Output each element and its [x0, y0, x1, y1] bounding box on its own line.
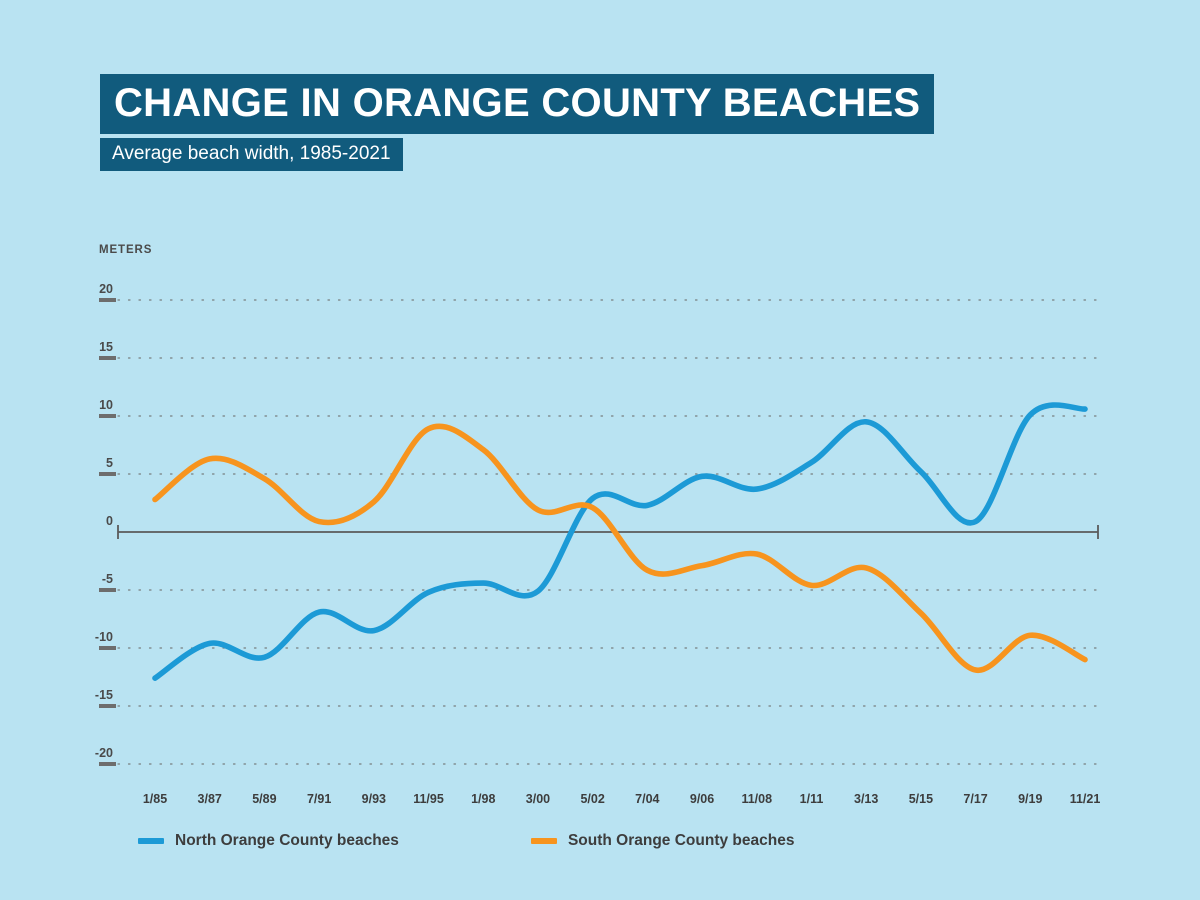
- legend-swatch-south: [530, 838, 557, 844]
- x-tick-label: 11/95: [413, 792, 444, 806]
- x-tick-label: 7/17: [963, 792, 987, 806]
- x-tick-label: 9/93: [362, 792, 386, 806]
- y-tick-label: 15: [99, 340, 113, 354]
- x-tick-label: 1/11: [800, 792, 824, 806]
- y-tick-label: -15: [95, 688, 113, 702]
- x-tick-label: 7/04: [635, 792, 659, 806]
- legend-item-north[interactable]: North Orange County beaches: [138, 832, 399, 850]
- x-tick-label: 5/02: [580, 792, 604, 806]
- x-tick-label: 3/00: [526, 792, 550, 806]
- y-tick-label: 5: [106, 456, 113, 470]
- x-tick-label: 5/15: [909, 792, 933, 806]
- x-tick-label: 9/06: [690, 792, 714, 806]
- y-tick-label: 0: [106, 514, 113, 528]
- legend-label-south: South Orange County beaches: [567, 832, 795, 849]
- x-tick-label: 11/21: [1070, 792, 1101, 806]
- x-tick-label: 11/08: [741, 792, 772, 806]
- x-tick-label: 7/91: [307, 792, 331, 806]
- legend-swatch-north: [138, 838, 164, 844]
- y-axis-unit-label: METERS: [99, 244, 153, 256]
- series-line-south: [152, 423, 1088, 673]
- subtitle-banner: Average beach width, 1985-2021: [100, 138, 403, 171]
- x-tick-label: 9/19: [1018, 792, 1042, 806]
- y-tick-label: -10: [95, 630, 113, 644]
- y-tick-label: 10: [99, 398, 113, 412]
- chart-legend: North Orange County beaches South Orange…: [138, 832, 794, 850]
- x-tick-label: 3/87: [198, 792, 222, 806]
- y-tick-label: 20: [99, 282, 113, 296]
- legend-label-north: North Orange County beaches: [175, 832, 399, 849]
- x-tick-label: 3/13: [854, 792, 878, 806]
- x-tick-label: 1/98: [471, 792, 495, 806]
- page-subtitle: Average beach width, 1985-2021: [112, 143, 391, 164]
- y-tick-label: -5: [102, 572, 113, 586]
- title-banner: CHANGE IN ORANGE COUNTY BEACHES: [100, 74, 935, 134]
- legend-item-south[interactable]: South Orange County beaches: [530, 832, 795, 850]
- page-title: CHANGE IN ORANGE COUNTY BEACHES: [114, 81, 921, 125]
- series-line-north: [152, 402, 1088, 681]
- y-tick-label: -20: [95, 746, 113, 760]
- x-tick-label: 1/85: [143, 792, 167, 806]
- x-tick-label: 5/89: [252, 792, 276, 806]
